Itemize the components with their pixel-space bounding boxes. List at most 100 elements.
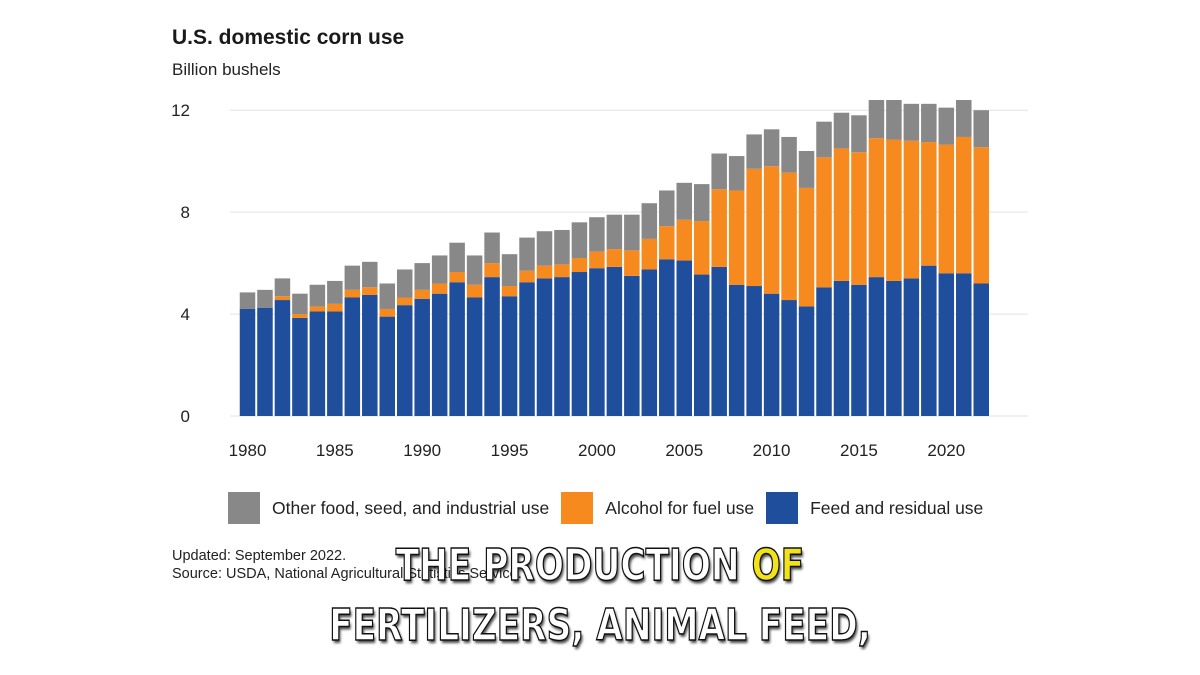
bar-feed-1999 (571, 272, 588, 416)
bar-feed-2012 (798, 306, 815, 416)
bar-other-2015 (851, 115, 867, 153)
bar-other-2003 (641, 203, 658, 239)
bar-other-2019 (921, 103, 937, 143)
bar-other-1996 (519, 237, 535, 271)
bar-feed-1985 (327, 311, 343, 416)
bar-alcohol-2004 (659, 226, 675, 260)
bar-feed-1998 (554, 277, 570, 416)
bar-other-1980 (239, 292, 256, 309)
bar-other-1989 (396, 269, 413, 298)
bar-alcohol-2003 (641, 238, 658, 270)
bar-feed-1992 (449, 282, 465, 416)
bar-other-1993 (466, 255, 483, 285)
bar-feed-2004 (659, 259, 675, 416)
bar-alcohol-1999 (571, 258, 588, 273)
bar-feed-2019 (921, 265, 937, 416)
bar-alcohol-1982 (274, 296, 291, 301)
x-tick-label: 1990 (403, 441, 441, 460)
bar-other-1985 (327, 280, 343, 304)
bar-alcohol-2019 (921, 142, 937, 266)
bar-alcohol-1984 (309, 306, 326, 312)
x-tick-label: 2015 (840, 441, 878, 460)
bar-feed-2013 (816, 287, 832, 416)
bar-feed-1983 (292, 317, 308, 416)
bar-other-2010 (763, 129, 780, 167)
bar-feed-2000 (589, 268, 605, 416)
bar-alcohol-1997 (536, 265, 553, 279)
bar-alcohol-2015 (851, 152, 867, 285)
bar-other-1995 (501, 254, 518, 287)
caption-line-2: FERTILIZERS, ANIMAL FEED, (329, 599, 872, 652)
bar-alcohol-2022 (973, 147, 989, 284)
bar-alcohol-1990 (414, 289, 430, 299)
bar-other-1983 (292, 293, 308, 315)
bar-feed-1980 (239, 308, 256, 416)
bar-other-2012 (798, 150, 815, 188)
bar-feed-1986 (344, 297, 361, 416)
bar-feed-2018 (903, 278, 920, 416)
bar-feed-2010 (763, 293, 780, 416)
x-tick-label: 2020 (927, 441, 965, 460)
bar-other-2001 (606, 214, 623, 250)
bar-other-1986 (344, 265, 361, 290)
bar-feed-1994 (484, 277, 500, 416)
bar-alcohol-2017 (886, 139, 902, 281)
bar-alcohol-2009 (746, 168, 762, 287)
bar-alcohol-1992 (449, 272, 465, 283)
bar-alcohol-2000 (589, 251, 605, 269)
bar-feed-2020 (938, 273, 955, 416)
bar-alcohol-1994 (484, 263, 500, 278)
bar-other-1984 (309, 284, 326, 307)
bar-other-2022 (973, 110, 989, 148)
legend-label-other: Other food, seed, and industrial use (272, 497, 550, 518)
legend-swatch-other (228, 492, 260, 524)
video-caption: THE PRODUCTION OF FERTILIZERS, ANIMAL FE… (0, 536, 1200, 656)
bar-other-1988 (379, 283, 396, 309)
bar-alcohol-2016 (868, 138, 885, 278)
bar-feed-1997 (536, 278, 553, 416)
bar-alcohol-1987 (362, 287, 378, 295)
bar-alcohol-2012 (798, 187, 815, 307)
bar-other-1990 (414, 263, 430, 290)
bar-other-1981 (257, 289, 273, 308)
bar-other-2016 (868, 100, 885, 139)
updated-note: Updated: September 2022. (172, 548, 347, 564)
legend-label-feed: Feed and residual use (810, 497, 984, 518)
chart-title: U.S. domestic corn use (172, 26, 405, 49)
bar-feed-2015 (851, 284, 867, 416)
bar-feed-2017 (886, 280, 902, 416)
bar-feed-1987 (362, 294, 378, 416)
bar-alcohol-1991 (431, 283, 448, 294)
bar-alcohol-1985 (327, 303, 343, 312)
bar-alcohol-2010 (763, 166, 780, 294)
bar-other-2000 (589, 217, 605, 252)
bar-alcohol-2020 (938, 144, 955, 274)
bar-alcohol-1993 (466, 284, 483, 298)
bar-alcohol-2001 (606, 249, 623, 267)
bar-other-1982 (274, 278, 291, 297)
bar-other-1997 (536, 231, 553, 266)
legend-label-alcohol: Alcohol for fuel use (605, 497, 755, 518)
bar-alcohol-2006 (693, 221, 710, 275)
bar-other-1998 (554, 229, 570, 265)
bar-feed-1988 (379, 316, 396, 416)
bar-other-2006 (693, 184, 710, 222)
bar-feed-2005 (676, 260, 692, 416)
bar-other-2007 (711, 153, 727, 190)
bar-feed-2007 (711, 266, 727, 416)
bar-other-2014 (833, 112, 850, 149)
bar-other-2021 (956, 100, 972, 137)
y-tick-label: 12 (171, 101, 190, 120)
bar-other-2018 (903, 103, 920, 141)
x-tick-label: 1985 (316, 441, 354, 460)
bar-alcohol-1996 (519, 270, 535, 283)
x-tick-label: 2000 (578, 441, 616, 460)
caption-line-1: THE PRODUCTION OF (132, 536, 1068, 596)
bar-feed-1995 (501, 296, 518, 416)
bar-alcohol-2018 (903, 140, 920, 279)
bar-feed-2022 (973, 283, 989, 416)
chart-legend: Other food, seed, and industrial use Alc… (228, 492, 995, 524)
y-tick-label: 0 (181, 407, 190, 426)
chart-footnote: Updated: September 2022. Source: USDA, N… (172, 547, 522, 583)
